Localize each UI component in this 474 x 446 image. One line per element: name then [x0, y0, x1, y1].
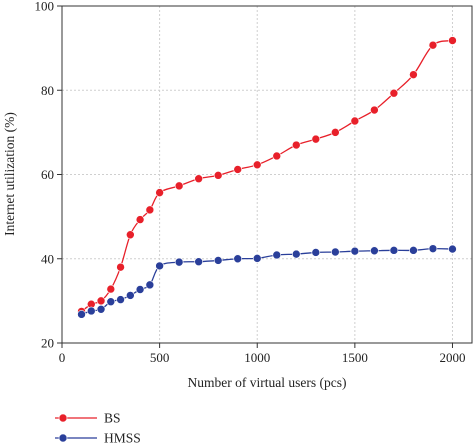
data-point-bs [126, 230, 135, 240]
data-point-hmss [116, 295, 125, 304]
data-point-hmss [233, 254, 243, 264]
data-point-bs [428, 40, 438, 50]
data-point-hmss [291, 249, 301, 259]
data-point-hmss [77, 310, 86, 319]
y-axis-label: Internet utilization (%) [2, 112, 17, 236]
data-point-hmss [126, 291, 135, 300]
data-point-hmss [389, 246, 399, 255]
data-point-hmss [350, 246, 360, 256]
data-point-bs [370, 105, 379, 115]
data-point-bs [311, 134, 321, 144]
x-tick-label: 1500 [342, 350, 368, 365]
data-point-hmss [86, 306, 96, 316]
data-point-bs [106, 284, 116, 294]
data-point-hmss [145, 280, 155, 290]
data-point-bs [116, 262, 125, 272]
legend-item-hmss: HMSS [55, 431, 141, 446]
legend-marker-hmss [58, 433, 68, 443]
series-bs [77, 36, 457, 316]
data-point-bs [409, 70, 418, 79]
legend-label-bs: BS [104, 411, 121, 426]
series-layer [77, 36, 457, 319]
data-point-hmss [448, 244, 457, 254]
data-point-bs [155, 188, 164, 197]
data-point-hmss [428, 244, 438, 253]
data-point-bs [194, 174, 203, 184]
data-point-hmss [370, 246, 379, 256]
y-tick-label: 20 [41, 336, 54, 351]
series-hmss [77, 244, 457, 319]
x-tick-label: 2000 [439, 350, 465, 365]
data-point-bs [272, 151, 282, 161]
data-point-hmss [272, 250, 282, 260]
data-point-hmss [252, 254, 262, 263]
data-point-bs [389, 88, 399, 98]
data-point-bs [96, 296, 106, 306]
data-point-hmss [135, 285, 145, 294]
y-tick-label: 80 [41, 83, 54, 98]
y-tick-label: 100 [35, 0, 55, 14]
axis-ticks: 0 500 1000 1500 2000 20 40 60 80 100 [35, 0, 466, 365]
data-point-bs [331, 128, 340, 137]
data-point-hmss [331, 247, 340, 257]
legend-marker-bs [58, 413, 68, 423]
data-point-hmss [213, 256, 223, 265]
data-point-bs [174, 181, 184, 191]
legend: BS HMSS [55, 411, 141, 446]
data-point-hmss [174, 257, 184, 267]
y-tick-label: 40 [41, 251, 54, 266]
data-point-hmss [155, 261, 164, 271]
data-point-hmss [194, 257, 203, 266]
data-point-hmss [96, 304, 106, 314]
data-point-bs [135, 215, 145, 224]
legend-item-bs: BS [55, 411, 121, 426]
y-tick-label: 60 [41, 167, 54, 182]
data-point-bs [448, 36, 457, 45]
x-tick-label: 1000 [244, 350, 270, 365]
data-point-bs [213, 171, 223, 180]
data-point-bs [291, 140, 301, 150]
data-point-bs [350, 116, 360, 126]
data-point-bs [145, 205, 155, 215]
x-axis-label: Number of virtual users (pcs) [188, 375, 347, 390]
data-point-bs [252, 160, 262, 170]
data-point-hmss [311, 248, 321, 257]
data-point-hmss [409, 246, 418, 255]
x-tick-label: 500 [150, 350, 170, 365]
legend-label-hmss: HMSS [104, 431, 141, 446]
x-tick-label: 0 [59, 350, 66, 365]
data-point-bs [233, 165, 243, 174]
data-point-hmss [106, 297, 116, 307]
